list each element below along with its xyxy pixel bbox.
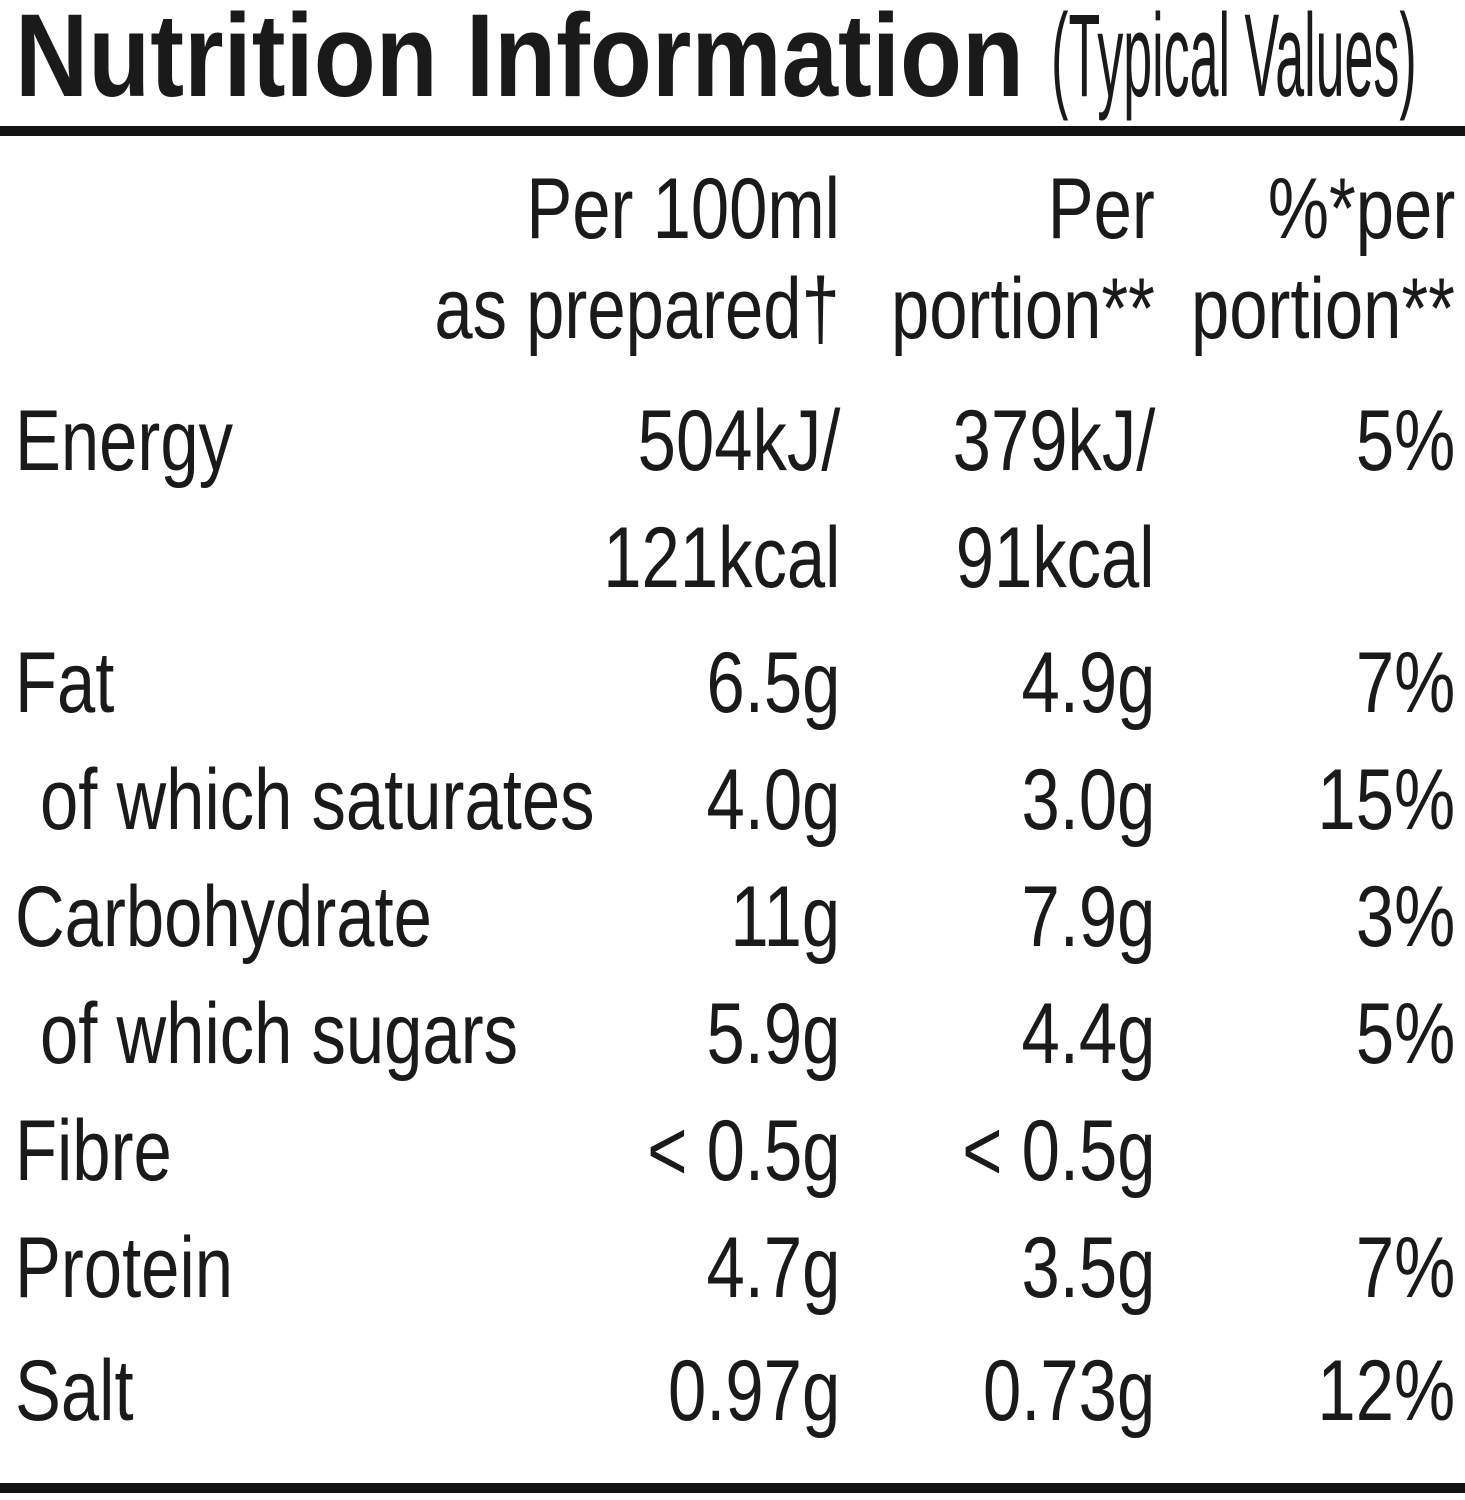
value-per-100ml: 4.7g bbox=[520, 1210, 840, 1327]
nutrient-label-cell: Fat bbox=[15, 625, 520, 742]
table-row: of which sugars 5.9g 4.4g 5% bbox=[0, 976, 1465, 1093]
value-pct-per-portion: 5% bbox=[1155, 383, 1455, 617]
value-pct-per-portion: 7% bbox=[1155, 1210, 1455, 1327]
bottom-divider bbox=[0, 1483, 1465, 1493]
cell-value: 504kJ/ bbox=[637, 393, 840, 489]
cell-value: 379kJ/ bbox=[952, 393, 1155, 489]
col-header-line: %*per bbox=[1267, 161, 1455, 257]
table-row: Protein 4.7g 3.5g 7% bbox=[0, 1210, 1465, 1327]
value-per-portion: 3.5g bbox=[840, 1210, 1155, 1327]
panel-title: Nutrition Information (Typical Values) bbox=[0, 0, 1465, 122]
value-per-100ml: 6.5g bbox=[520, 625, 840, 742]
value-per-portion: < 0.5g bbox=[840, 1093, 1155, 1210]
cell-value: 5.9g bbox=[706, 986, 840, 1082]
value-per-100ml: 0.97g bbox=[520, 1333, 840, 1450]
table-row: Fat 6.5g 4.9g 7% bbox=[0, 625, 1465, 742]
col-header-line: portion** bbox=[1191, 261, 1455, 357]
nutrient-label-cell: of which sugars bbox=[15, 976, 520, 1093]
nutrient-label-cell: Protein bbox=[15, 1210, 520, 1327]
value-per-portion: 3.0g bbox=[840, 742, 1155, 859]
panel-title-main: Nutrition Information bbox=[15, 0, 1025, 122]
nutrient-label-cell: of which saturates bbox=[15, 742, 595, 859]
nutrient-label-cell: Carbohydrate bbox=[15, 859, 520, 976]
nutrient-label: Fibre bbox=[15, 1103, 172, 1199]
nutrient-label: Salt bbox=[15, 1343, 134, 1439]
value-pct-per-portion: 7% bbox=[1155, 625, 1455, 742]
value-pct-per-portion: 5% bbox=[1155, 976, 1455, 1093]
value-per-portion: 7.9g bbox=[840, 859, 1155, 976]
cell-value: 5% bbox=[1355, 986, 1455, 1082]
value-pct-per-portion bbox=[1155, 1093, 1455, 1210]
cell-value: 6.5g bbox=[706, 635, 840, 731]
nutrient-label: Energy bbox=[15, 393, 233, 489]
nutrient-label: Carbohydrate bbox=[15, 869, 432, 965]
col-header-line: portion** bbox=[891, 261, 1155, 357]
cell-value: 4.4g bbox=[1021, 986, 1155, 1082]
cell-value: 12% bbox=[1317, 1343, 1455, 1439]
nutrient-label: of which saturates bbox=[40, 752, 595, 848]
cell-value: 11g bbox=[730, 869, 840, 965]
cell-value: 5% bbox=[1355, 393, 1455, 489]
cell-value: 7% bbox=[1355, 635, 1455, 731]
cell-value: 4.9g bbox=[1021, 635, 1155, 731]
table-row: Fibre < 0.5g < 0.5g bbox=[0, 1093, 1465, 1210]
col-header-per-portion: Per portion** bbox=[840, 159, 1155, 359]
nutrient-label-cell: Energy bbox=[15, 383, 520, 617]
value-per-portion: 4.4g bbox=[840, 976, 1155, 1093]
value-per-100ml: 4.0g bbox=[520, 742, 840, 859]
nutrient-label-cell: Salt bbox=[15, 1333, 520, 1450]
cell-value: 4.0g bbox=[706, 752, 840, 848]
top-divider bbox=[0, 126, 1465, 136]
cell-value: 0.97g bbox=[667, 1343, 840, 1439]
col-header-per-100ml: Per 100ml as prepared† bbox=[435, 159, 840, 359]
col-header-line: Per 100ml bbox=[526, 161, 840, 257]
col-header-line: Per bbox=[1047, 161, 1155, 257]
table-header: Per 100ml as prepared† Per portion** %*p… bbox=[0, 159, 1465, 359]
cell-value: 7.9g bbox=[1021, 869, 1155, 965]
value-per-100ml: < 0.5g bbox=[520, 1093, 840, 1210]
nutrient-label: Protein bbox=[15, 1220, 233, 1316]
table-row: Salt 0.97g 0.73g 12% bbox=[0, 1333, 1465, 1450]
cell-value: 3% bbox=[1355, 869, 1455, 965]
table-body: Energy 504kJ/121kcal 379kJ/91kcal 5% Fat… bbox=[0, 383, 1465, 1450]
col-header-pct-per-portion: %*per portion** bbox=[1155, 159, 1455, 359]
cell-value: 91kcal bbox=[956, 510, 1155, 606]
value-per-portion: 0.73g bbox=[840, 1333, 1155, 1450]
value-per-portion: 4.9g bbox=[840, 625, 1155, 742]
cell-value: 4.7g bbox=[706, 1220, 840, 1316]
col-header-line: as prepared† bbox=[434, 261, 840, 357]
nutrient-label: Fat bbox=[15, 635, 115, 731]
table-row: Energy 504kJ/121kcal 379kJ/91kcal 5% bbox=[0, 383, 1465, 617]
cell-value: 121kcal bbox=[602, 510, 840, 606]
cell-value: 7% bbox=[1355, 1220, 1455, 1316]
nutrient-label: of which sugars bbox=[40, 986, 519, 1082]
cell-value: 3.0g bbox=[1021, 752, 1155, 848]
value-per-100ml: 504kJ/121kcal bbox=[520, 383, 840, 617]
cell-value: 15% bbox=[1317, 752, 1455, 848]
table-row: of which saturates 4.0g 3.0g 15% bbox=[0, 742, 1465, 859]
panel-title-suffix: (Typical Values) bbox=[1051, 0, 1417, 122]
cell-value: 3.5g bbox=[1021, 1220, 1155, 1316]
value-per-portion: 379kJ/91kcal bbox=[840, 383, 1155, 617]
value-per-100ml: 5.9g bbox=[520, 976, 840, 1093]
value-per-100ml: 11g bbox=[520, 859, 840, 976]
value-pct-per-portion: 12% bbox=[1155, 1333, 1455, 1450]
cell-value: < 0.5g bbox=[646, 1103, 840, 1199]
nutrient-label-cell: Fibre bbox=[15, 1093, 520, 1210]
value-pct-per-portion: 3% bbox=[1155, 859, 1455, 976]
cell-value: < 0.5g bbox=[961, 1103, 1155, 1199]
table-row: Carbohydrate 11g 7.9g 3% bbox=[0, 859, 1465, 976]
value-pct-per-portion: 15% bbox=[1155, 742, 1455, 859]
cell-value: 0.73g bbox=[982, 1343, 1155, 1439]
